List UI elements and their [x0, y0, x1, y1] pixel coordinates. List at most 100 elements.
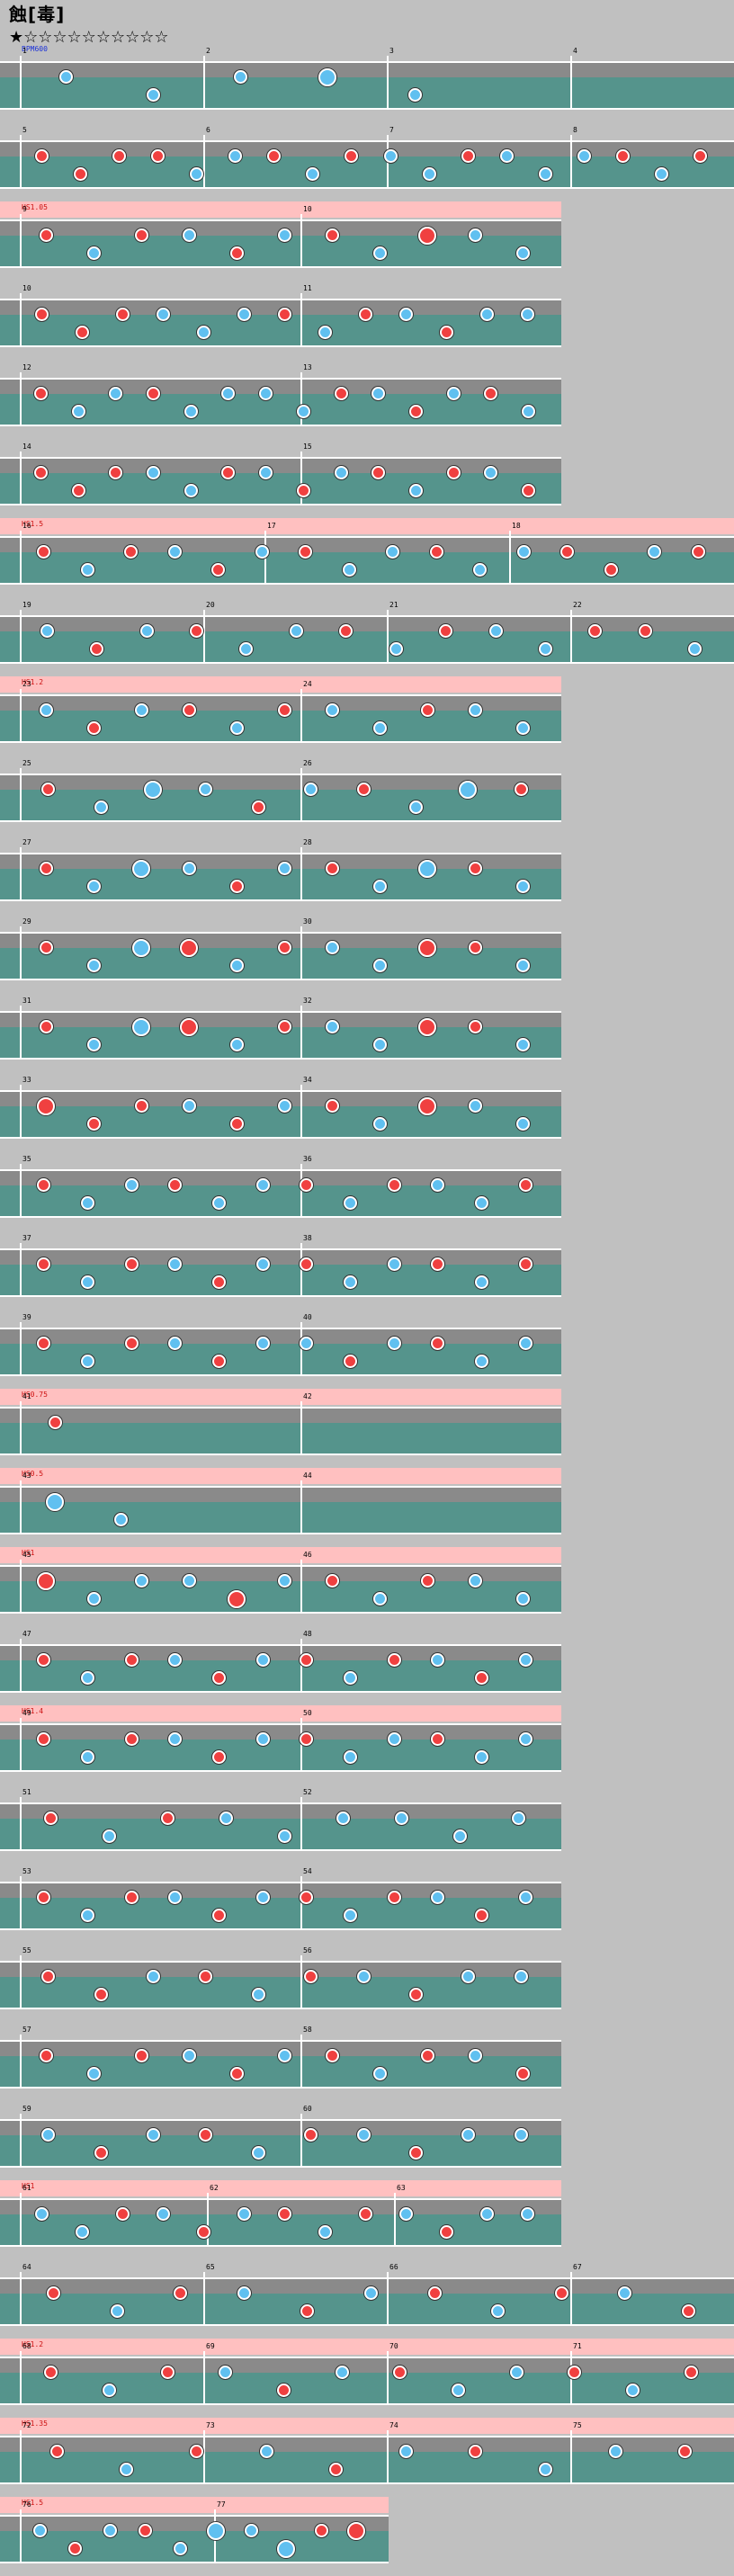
don-note — [39, 862, 53, 875]
scroll-speed-highlight — [0, 1389, 561, 1405]
measure-line — [300, 926, 302, 980]
ka-note — [325, 941, 339, 954]
don-note — [39, 941, 53, 954]
lane-top-line — [0, 1961, 561, 1963]
ka-note — [156, 2207, 170, 2221]
measure-number: 47 — [22, 1630, 31, 1638]
lane-bottom-line — [0, 1374, 561, 1376]
lane-bottom-line — [0, 899, 561, 901]
measure-line — [20, 768, 22, 822]
lane-bottom-line — [0, 1612, 561, 1614]
scroll-speed-highlight — [0, 2497, 389, 2513]
ka-note — [305, 167, 319, 181]
don-note — [46, 2286, 60, 2300]
don-note — [198, 1970, 212, 1983]
note-lane — [0, 2357, 734, 2405]
ka-note — [363, 2286, 378, 2300]
ka-note — [258, 466, 273, 479]
don-note — [276, 2384, 291, 2397]
big-don-note — [418, 1097, 436, 1115]
scroll-speed-highlight — [0, 1468, 561, 1484]
lane-top-line — [0, 1723, 561, 1725]
don-note — [325, 1574, 339, 1588]
chart-row: 10 11 — [0, 284, 561, 347]
measure-line — [20, 293, 22, 347]
ka-note — [514, 1970, 528, 1983]
ka-note — [75, 2225, 89, 2239]
measure-line — [20, 135, 22, 189]
measure-line — [203, 2430, 205, 2484]
measure-number: 36 — [303, 1155, 312, 1163]
measure-number: 66 — [389, 2263, 398, 2271]
scroll-speed-label: HS1.2 — [22, 678, 44, 686]
don-note — [196, 2225, 210, 2239]
measure-number: 43 — [22, 1471, 31, 1480]
note-lane — [0, 1565, 561, 1614]
ka-note — [474, 1355, 488, 1368]
note-lane — [0, 2515, 389, 2563]
measure-number: 54 — [303, 1867, 312, 1875]
lane-bottom-line — [0, 1216, 561, 1218]
measure-line — [300, 1243, 302, 1297]
note-lane — [0, 536, 734, 585]
ka-note — [233, 70, 247, 84]
don-note — [36, 1178, 50, 1192]
measure-number: 5 — [22, 126, 27, 134]
lane-bottom-line — [0, 1295, 561, 1297]
don-note — [73, 167, 87, 181]
don-note — [33, 466, 48, 479]
scroll-speed-highlight — [0, 2180, 561, 2196]
don-note — [299, 1653, 313, 1667]
lane-top-line — [0, 1802, 561, 1804]
don-note — [89, 642, 103, 656]
ka-note — [277, 1829, 291, 1843]
lane-bottom-line — [0, 2482, 734, 2484]
ka-note — [134, 703, 148, 717]
don-note — [115, 2207, 130, 2221]
lane-top-line — [0, 1169, 561, 1171]
measure-number: 61 — [22, 2184, 31, 2192]
ka-note — [518, 1337, 533, 1350]
measure-number: 45 — [22, 1551, 31, 1559]
ka-note — [515, 880, 530, 893]
don-note — [303, 1970, 318, 1983]
ka-note — [474, 1750, 488, 1764]
chart-row: 5 6 7 8 — [0, 126, 734, 189]
ka-note — [472, 563, 487, 577]
ka-note — [182, 1099, 196, 1113]
don-note — [446, 466, 461, 479]
measure-number: 31 — [22, 997, 31, 1005]
chart-row: HS0.5 43 44 — [0, 1468, 561, 1534]
note-lane — [0, 2277, 734, 2326]
measure-number: 10 — [22, 284, 31, 292]
ka-note — [134, 1574, 148, 1588]
don-note — [36, 1732, 50, 1746]
measure-number: 72 — [22, 2421, 31, 2429]
ka-note — [461, 2128, 475, 2142]
scroll-speed-label: HS1.35 — [22, 2419, 48, 2428]
ka-note — [167, 1653, 182, 1667]
ka-note — [356, 1970, 371, 1983]
ka-note — [80, 1196, 94, 1210]
note-lane — [0, 2198, 561, 2247]
note-lane — [0, 299, 561, 347]
don-note — [559, 545, 574, 559]
measure-number: 13 — [303, 363, 312, 371]
lane-bottom-line — [0, 2403, 734, 2405]
don-note — [43, 1811, 58, 1825]
don-note — [36, 1891, 50, 1904]
ka-note — [389, 642, 403, 656]
ka-note — [220, 387, 235, 400]
don-note — [343, 1355, 357, 1368]
chart-row: HS1 45 46 — [0, 1547, 561, 1614]
ka-note — [488, 624, 503, 638]
scroll-speed-label: HS1.05 — [22, 203, 48, 211]
measure-number: 51 — [22, 1788, 31, 1796]
ka-note — [452, 1829, 467, 1843]
measure-number: 33 — [22, 1076, 31, 1084]
don-note — [328, 2463, 343, 2476]
ka-note — [80, 563, 94, 577]
don-note — [36, 545, 50, 559]
note-lane — [0, 457, 561, 505]
ka-note — [398, 2445, 413, 2458]
